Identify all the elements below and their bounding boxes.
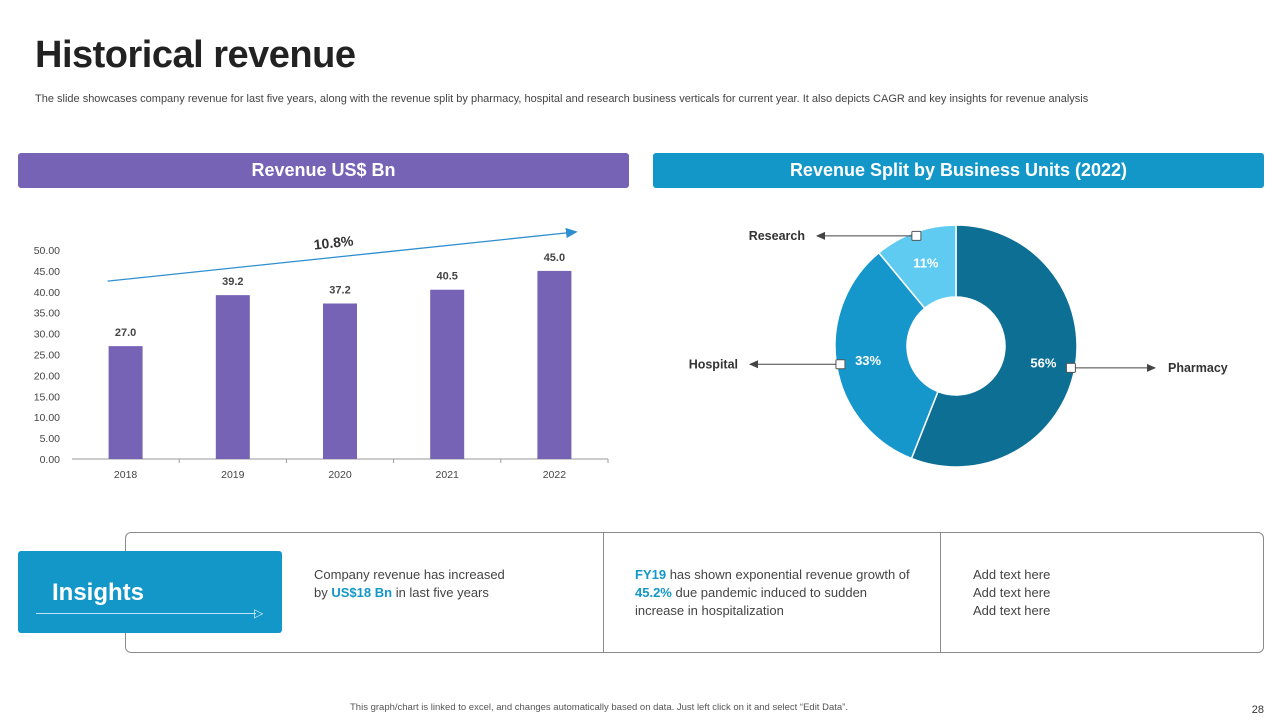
y-tick-label: 10.00 bbox=[34, 412, 60, 424]
y-tick-label: 50.00 bbox=[34, 245, 60, 257]
bar-2022 bbox=[537, 270, 572, 459]
callout-label: Hospital bbox=[689, 357, 738, 371]
donut-slice-pharmacy bbox=[910, 224, 1078, 468]
y-tick-label: 25.00 bbox=[34, 350, 60, 362]
bar-chart-banner: Revenue US$ Bn bbox=[18, 153, 629, 188]
bar-value-label: 45.0 bbox=[544, 252, 565, 264]
callout-label: Pharmacy bbox=[1168, 361, 1228, 375]
page-number: 28 bbox=[1251, 704, 1264, 716]
bar-value-label: 27.0 bbox=[115, 327, 136, 339]
bar-2018 bbox=[108, 346, 143, 459]
page-title: Historical revenue bbox=[35, 34, 356, 76]
x-tick-label: 2021 bbox=[436, 469, 460, 481]
insight-placeholder-line: Add text here bbox=[973, 603, 1051, 618]
callout-handle bbox=[911, 230, 922, 241]
callout-handle bbox=[1065, 362, 1076, 373]
y-tick-label: 35.00 bbox=[34, 308, 60, 320]
insight-text-1: Company revenue has increased by US$18 B… bbox=[314, 567, 505, 600]
bar-2020 bbox=[323, 303, 357, 459]
y-tick-label: 20.00 bbox=[34, 370, 60, 382]
y-tick-label: 15.00 bbox=[34, 391, 60, 403]
cagr-label: 10.8% bbox=[313, 232, 355, 252]
x-tick-label: 2022 bbox=[543, 469, 567, 481]
insight-text-3: Add text here Add text here Add text her… bbox=[973, 566, 1173, 620]
insights-divider-2 bbox=[940, 532, 941, 653]
slice-value-label: 11% bbox=[913, 255, 939, 270]
bar-2019 bbox=[215, 295, 250, 459]
slice-value-label: 33% bbox=[855, 353, 881, 368]
bar-value-label: 40.5 bbox=[436, 271, 457, 283]
insights-underline bbox=[36, 613, 256, 614]
x-tick-label: 2018 bbox=[114, 469, 138, 481]
insights-label: Insights bbox=[52, 579, 145, 606]
donut-chart-banner: Revenue Split by Business Units (2022) bbox=[653, 153, 1264, 188]
y-tick-label: 45.00 bbox=[34, 266, 60, 278]
page-subtitle: The slide showcases company revenue for … bbox=[35, 93, 1089, 105]
callout-handle bbox=[835, 359, 846, 370]
x-tick-label: 2020 bbox=[328, 469, 352, 481]
footer-note: This graph/chart is linked to excel, and… bbox=[350, 702, 848, 713]
y-tick-label: 40.00 bbox=[34, 287, 60, 299]
triangle-arrow-icon: ▷ bbox=[254, 606, 264, 620]
insight-text-2: FY19 has shown exponential revenue growt… bbox=[635, 567, 910, 618]
cagr-trend-arrow bbox=[107, 227, 578, 282]
y-tick-label: 30.00 bbox=[34, 329, 60, 341]
y-tick-label: 5.00 bbox=[40, 433, 61, 445]
insights-divider-1 bbox=[603, 532, 604, 653]
y-tick-label: 0.00 bbox=[40, 454, 61, 466]
bar-2021 bbox=[430, 289, 465, 459]
slice-value-label: 56% bbox=[1030, 356, 1056, 371]
insight-placeholder-line: Add text here bbox=[973, 585, 1051, 600]
bar-value-label: 37.2 bbox=[329, 285, 350, 297]
insights-header-box: Insights ▷ bbox=[18, 551, 282, 633]
donut-slice-hospital bbox=[834, 251, 939, 460]
callout-label: Research bbox=[749, 229, 805, 243]
donut-slice-research bbox=[877, 224, 957, 310]
x-tick-label: 2019 bbox=[221, 469, 245, 481]
bar-value-label: 39.2 bbox=[222, 276, 243, 288]
insight-placeholder-line: Add text here bbox=[973, 567, 1051, 582]
